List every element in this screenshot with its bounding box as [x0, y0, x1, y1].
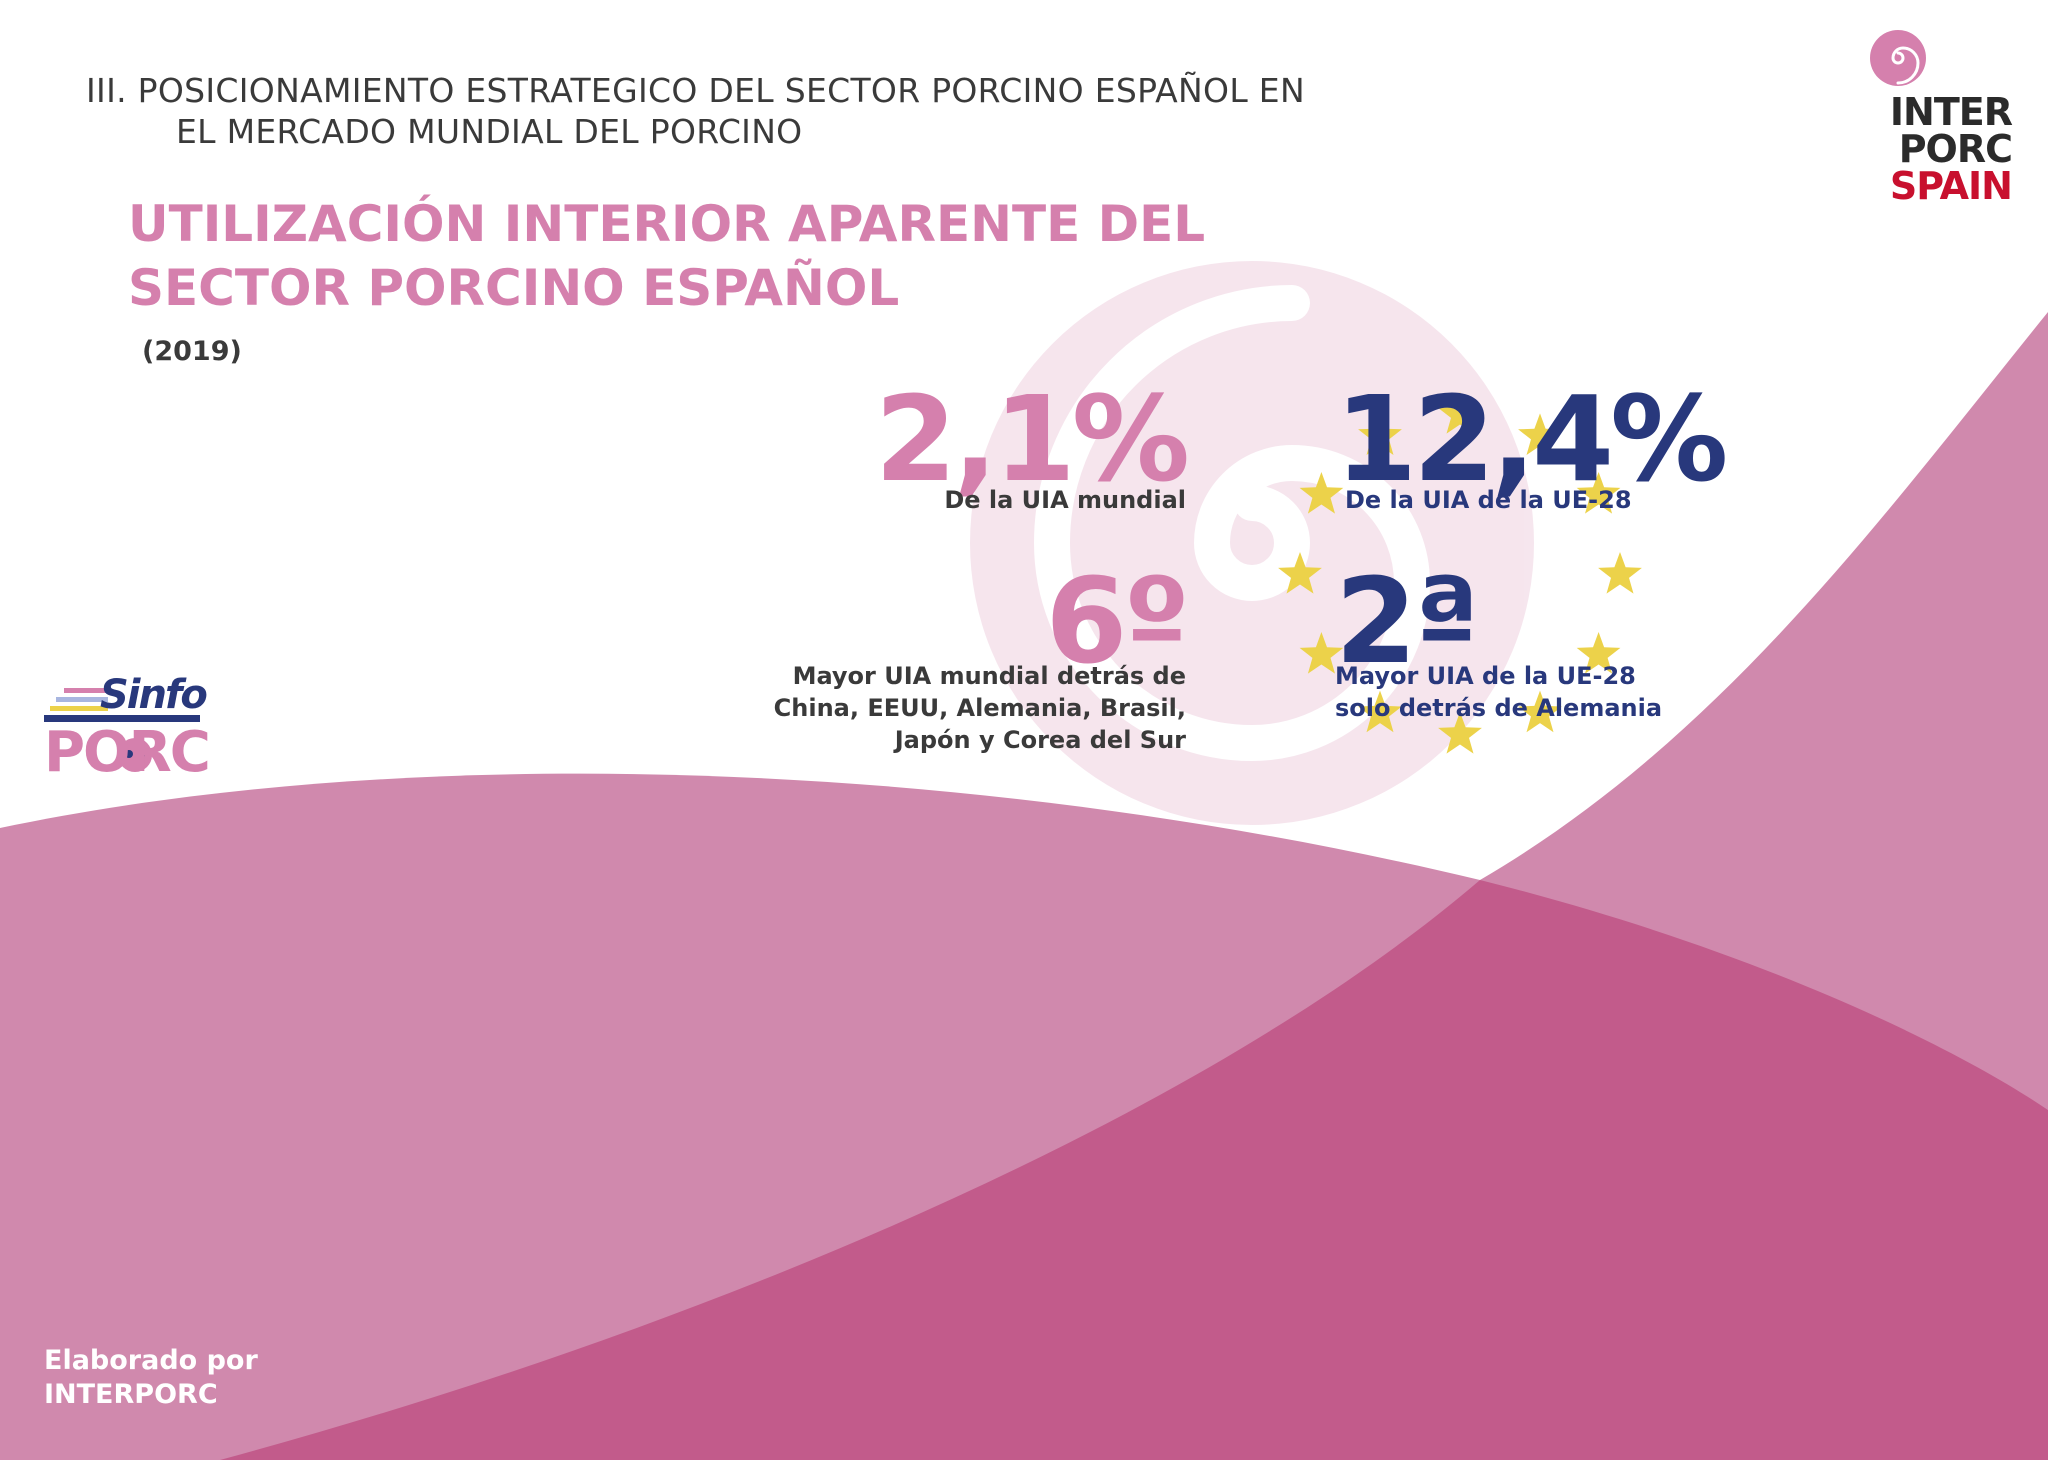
star-icon: [1438, 712, 1482, 754]
stat-rank-world-value: 6º: [1045, 552, 1190, 690]
star-icon: [1438, 392, 1482, 434]
sinfoporc-logo-line2: PORC: [44, 720, 211, 785]
swirl-icon: [1870, 30, 1926, 86]
wave-dark: [220, 880, 2048, 1460]
star-icon: [1299, 632, 1344, 674]
star-icon: [1278, 552, 1322, 594]
stat-rank-ue-label: Mayor UIA de la UE-28 solo detrás de Ale…: [1335, 660, 1755, 724]
credit-line1: Elaborado por: [44, 1345, 258, 1376]
stat-uia-mundial-label: De la UIA mundial: [944, 486, 1186, 514]
star-icon: [1576, 632, 1621, 674]
page-title-line2-text: SECTOR PORCINO ESPAÑOL: [128, 259, 900, 317]
stat-rank-ue-label-line2: solo detrás de Alemania: [1335, 694, 1663, 722]
page-title-line1: UTILIZACIÓN INTERIOR APARENTE DEL: [128, 195, 1206, 253]
page-title-line2: SECTOR PORCINO ESPAÑOL (2019): [128, 256, 1205, 384]
star-icon: [1576, 472, 1621, 514]
stat-uia-mundial-value: 2,1%: [874, 370, 1190, 508]
interporc-logo: INTER PORC SPAIN: [1862, 28, 2013, 208]
star-icon: [1518, 413, 1562, 455]
title-year: (2019): [142, 336, 242, 367]
star-icon: [1358, 690, 1402, 733]
interporc-logo-line1: INTER: [1889, 90, 2013, 134]
stat-uia-ue-value: 12,4%: [1335, 370, 1728, 508]
section-heading: III. POSICIONAMIENTO ESTRATEGICO DEL SEC…: [86, 70, 1305, 152]
stat-rank-world-label-line1: Mayor UIA mundial detrás de: [792, 662, 1186, 690]
sinfoporc-logo-line1: Sinfo: [100, 672, 208, 718]
wave-light-right: [1480, 312, 2048, 1110]
interporc-logo-line2: PORC: [1898, 127, 2013, 171]
sinfoporc-logo: Sinfo PORC: [44, 672, 214, 786]
star-icon: [1299, 472, 1344, 514]
star-icon: [1518, 690, 1562, 733]
page-title: UTILIZACIÓN INTERIOR APARENTE DEL SECTOR…: [128, 192, 1205, 384]
stat-rank-ue-value: 2ª: [1335, 552, 1480, 690]
section-heading-line2: EL MERCADO MUNDIAL DEL PORCINO: [176, 112, 803, 151]
star-icon: [1358, 413, 1402, 455]
section-heading-line1: III. POSICIONAMIENTO ESTRATEGICO DEL SEC…: [86, 71, 1305, 110]
stat-rank-world-label-line3: Japón y Corea del Sur: [894, 726, 1186, 754]
spiral-icon: [970, 261, 1534, 825]
stat-uia-ue-label: De la UIA de la UE-28: [1345, 486, 1632, 514]
interporc-logo-line3: SPAIN: [1889, 164, 2013, 208]
credit-text: Elaborado por INTERPORC: [44, 1344, 258, 1412]
eu-stars-ring: [1278, 392, 1642, 754]
stat-rank-world-label: Mayor UIA mundial detrás de China, EEUU,…: [626, 660, 1186, 756]
star-icon: [1598, 552, 1642, 594]
stat-rank-world-label-line2: China, EEUU, Alemania, Brasil,: [773, 694, 1186, 722]
sinfoporc-stripes-icon: [44, 688, 200, 772]
credit-line2: INTERPORC: [44, 1379, 218, 1410]
stat-rank-ue-label-line1: Mayor UIA de la UE-28: [1335, 662, 1636, 690]
